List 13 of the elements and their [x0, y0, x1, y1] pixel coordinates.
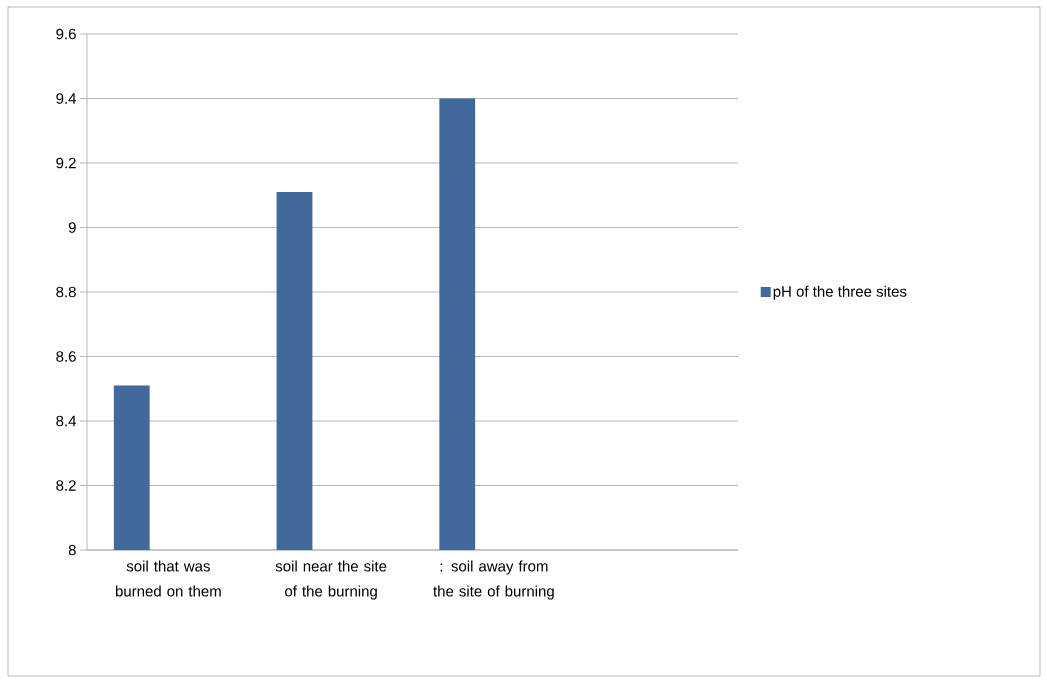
- y-tick-label: 9.2: [56, 157, 76, 169]
- x-tick-label: soil near the site of the burning: [275, 560, 387, 600]
- y-tick-label: 9.4: [56, 93, 77, 104]
- y-tick-label: 8: [68, 544, 76, 556]
- x-tick-label: : soil away from the site of burning: [433, 560, 554, 600]
- y-tick-label: 8.6: [56, 351, 76, 362]
- y-tick-label: 8.2: [56, 480, 76, 491]
- y-tick-label: 8.8: [56, 286, 76, 298]
- legend-label: pH of the three sites: [773, 285, 907, 300]
- y-tick-label: 9: [68, 222, 76, 233]
- y-tick-label: 9.6: [56, 28, 76, 40]
- x-tick-label: soil that was burned on them: [115, 560, 221, 597]
- y-tick-label: 8.4: [56, 415, 77, 427]
